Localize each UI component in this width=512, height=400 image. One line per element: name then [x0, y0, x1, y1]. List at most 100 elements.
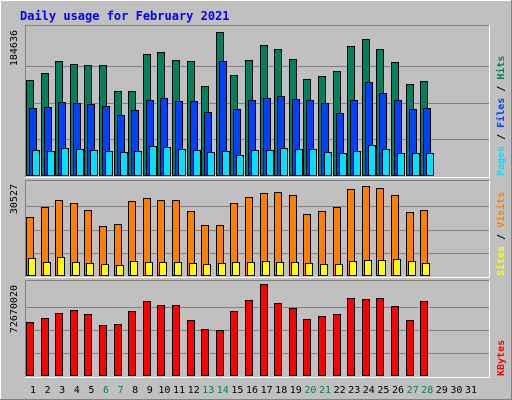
bar-pages-day-14 — [222, 151, 230, 176]
x-tick-day-24: 24 — [363, 385, 375, 396]
bar-pages-day-5 — [90, 150, 98, 176]
x-tick-day-17: 17 — [261, 385, 273, 396]
bar-sites-day-8 — [130, 261, 138, 276]
series-visits — [26, 186, 428, 276]
axis-label-visits: Visits — [495, 192, 507, 228]
bar-pages-day-24 — [368, 145, 376, 176]
bar-kbytes-day-9 — [143, 301, 151, 376]
bar-pages-day-3 — [61, 148, 69, 176]
bar-kbytes-day-10 — [157, 305, 165, 376]
bar-pages-day-6 — [105, 151, 113, 176]
x-tick-day-28: 28 — [421, 385, 433, 396]
bar-pages-day-26 — [397, 153, 405, 176]
x-tick-day-7: 7 — [118, 385, 124, 396]
bar-pages-day-7 — [120, 152, 128, 176]
bar-pages-day-9 — [149, 146, 157, 176]
axis-label-separator: / — [496, 128, 507, 146]
bar-sites-day-3 — [57, 257, 65, 276]
bar-sites-day-10 — [159, 262, 167, 276]
bar-pages-day-18 — [280, 148, 288, 176]
bar-sites-day-19 — [291, 262, 299, 276]
x-tick-day-18: 18 — [275, 385, 287, 396]
x-tick-day-21: 21 — [319, 385, 331, 396]
bar-kbytes-day-19 — [289, 308, 297, 376]
bar-sites-day-22 — [335, 264, 343, 276]
bar-kbytes-day-18 — [274, 303, 282, 376]
bar-kbytes-day-16 — [245, 300, 253, 376]
bar-kbytes-day-2 — [41, 318, 49, 376]
bar-pages-day-28 — [426, 153, 434, 176]
series-sites — [28, 257, 430, 276]
bar-pages-day-11 — [178, 149, 186, 176]
bar-sites-day-23 — [349, 261, 357, 276]
bar-sites-day-26 — [393, 259, 401, 276]
bar-sites-day-6 — [101, 264, 109, 276]
series-axis-label: KBytes — [496, 340, 507, 376]
series-kbytes — [26, 284, 428, 376]
x-tick-day-16: 16 — [246, 385, 258, 396]
bar-pages-day-4 — [76, 149, 84, 176]
bar-pages-day-19 — [295, 149, 303, 176]
x-tick-day-2: 2 — [45, 385, 51, 396]
bar-kbytes-day-11 — [172, 305, 180, 376]
series-files — [29, 61, 431, 176]
bar-kbytes-day-17 — [260, 284, 268, 376]
bar-sites-day-5 — [86, 263, 94, 276]
bar-sites-day-24 — [364, 260, 372, 276]
bar-pages-day-15 — [236, 155, 244, 176]
bar-pages-day-17 — [266, 150, 274, 176]
bar-sites-day-1 — [28, 258, 36, 276]
max-value-label: 72670020 — [9, 285, 20, 333]
x-tick-day-3: 3 — [59, 385, 65, 396]
bar-pages-day-12 — [193, 150, 201, 176]
bar-sites-day-28 — [422, 263, 430, 276]
bar-kbytes-day-4 — [70, 310, 78, 376]
x-tick-day-25: 25 — [377, 385, 389, 396]
max-value-label: 184636 — [9, 30, 20, 66]
x-tick-day-20: 20 — [304, 385, 316, 396]
axis-label-pages: Pages — [496, 146, 507, 176]
bar-pages-day-16 — [251, 150, 259, 176]
bar-sites-day-9 — [145, 262, 153, 276]
bar-pages-day-23 — [353, 151, 361, 176]
axis-label-kbytes: KBytes — [496, 340, 507, 376]
x-tick-day-6: 6 — [103, 385, 109, 396]
bar-pages-day-22 — [339, 153, 347, 176]
x-tick-day-10: 10 — [158, 385, 170, 396]
bar-kbytes-day-6 — [99, 325, 107, 376]
bar-kbytes-day-15 — [230, 311, 238, 376]
bar-pages-day-8 — [134, 151, 142, 176]
bar-kbytes-day-26 — [391, 306, 399, 376]
axis-label-separator: / — [496, 228, 507, 246]
bar-sites-day-25 — [378, 260, 386, 276]
x-tick-day-31: 31 — [465, 385, 477, 396]
series-axis-label: Sites / Visits — [495, 192, 507, 276]
x-tick-day-15: 15 — [231, 385, 243, 396]
bar-pages-day-2 — [47, 151, 55, 176]
series-axis-label: Pages / Files / Hits — [495, 56, 507, 176]
bar-kbytes-day-22 — [333, 314, 341, 376]
max-value-label: 30527 — [9, 184, 20, 214]
bar-sites-day-2 — [43, 262, 51, 276]
bar-sites-day-27 — [408, 261, 416, 276]
bar-pages-day-10 — [163, 147, 171, 176]
x-tick-day-26: 26 — [392, 385, 404, 396]
bar-kbytes-day-24 — [362, 299, 370, 376]
bar-pages-day-1 — [32, 150, 40, 176]
bar-pages-day-13 — [207, 152, 215, 176]
bar-sites-day-20 — [305, 263, 313, 276]
x-tick-day-19: 19 — [290, 385, 302, 396]
bar-sites-day-21 — [320, 264, 328, 276]
x-tick-day-5: 5 — [88, 385, 94, 396]
x-tick-day-13: 13 — [202, 385, 214, 396]
chart-title: Daily usage for February 2021 — [20, 9, 230, 23]
axis-label-hits: Hits — [495, 56, 507, 80]
x-tick-day-11: 11 — [173, 385, 185, 396]
x-tick-day-22: 22 — [334, 385, 346, 396]
axis-label-separator: / — [496, 80, 507, 98]
bar-kbytes-day-27 — [406, 320, 414, 376]
bar-sites-day-7 — [116, 265, 124, 276]
bar-pages-day-25 — [382, 149, 390, 176]
bar-sites-day-17 — [262, 261, 270, 276]
